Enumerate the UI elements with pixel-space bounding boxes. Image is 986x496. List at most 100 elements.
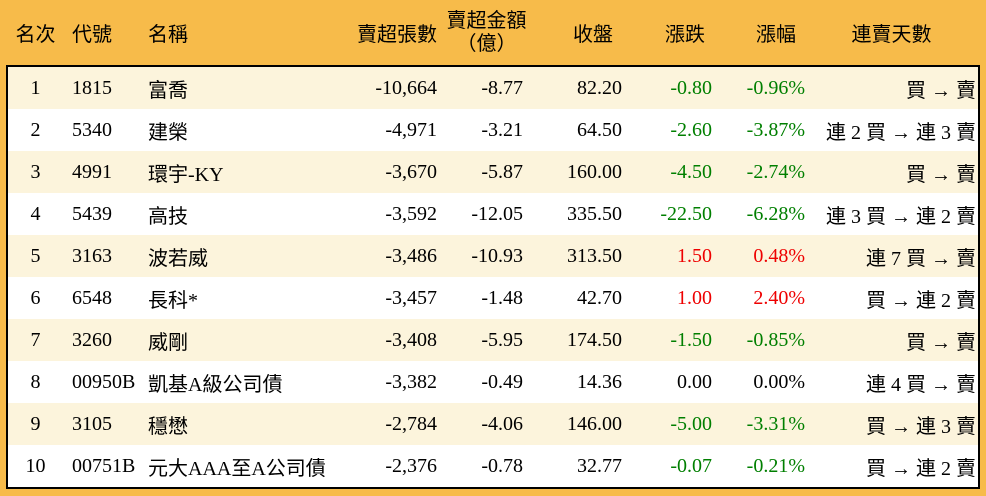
cell-change: -1.50	[670, 328, 712, 351]
cell-volume: -3,486	[385, 244, 437, 267]
cell-rank: 9	[30, 412, 41, 435]
cell-change: 1.50	[677, 244, 712, 267]
cell-rank: 6	[30, 286, 41, 309]
cell-amount: -3.21	[481, 118, 523, 141]
cell-code: 4991	[72, 160, 112, 183]
cell-change: -0.07	[670, 454, 712, 477]
cell-streak: 連 3 買 → 連 2 賣	[826, 205, 976, 228]
cell-rank: 1	[30, 76, 41, 99]
cell-code: 6548	[72, 286, 112, 309]
cell-volume: -3,592	[385, 202, 437, 225]
cell-code: 00751B	[72, 454, 136, 477]
cell-close: 160.00	[567, 160, 622, 183]
cell-code: 3260	[72, 328, 112, 351]
column-header-change_pct: 漲幅	[756, 24, 796, 46]
cell-rank: 10	[25, 454, 46, 477]
cell-volume: -3,382	[385, 370, 437, 393]
cell-amount: -5.95	[481, 328, 523, 351]
cell-close: 174.50	[567, 328, 622, 351]
cell-change: -2.60	[670, 118, 712, 141]
cell-streak: 連 7 買 → 賣	[866, 247, 976, 270]
cell-code: 1815	[72, 76, 112, 99]
column-header-close: 收盤	[573, 24, 613, 46]
cell-change-pct: 0.00%	[753, 370, 805, 393]
cell-name: 波若威	[148, 247, 208, 270]
cell-name: 凱基A級公司債	[148, 373, 283, 396]
cell-amount: -1.48	[481, 286, 523, 309]
cell-change-pct: -0.85%	[746, 328, 805, 351]
cell-volume: -3,670	[385, 160, 437, 183]
column-header-code: 代號	[72, 24, 112, 46]
table-row: 3 4991 環宇-KY -3,670 -5.87 160.00 -4.50 -2.74% 買 …	[8, 151, 978, 193]
table-row: 8 00950B 凱基A級公司債 -3,382 -0.49 14.36 0.00 0.00% 連…	[8, 361, 978, 403]
cell-streak: 買 → 賣	[906, 163, 976, 186]
table-row: 4 5439 高技 -3,592 -12.05 335.50 -22.50 -6.28% 連 3…	[8, 193, 978, 235]
table-row: 6 6548 長科* -3,457 -1.48 42.70 1.00 2.40% 買 → 連 2…	[8, 277, 978, 319]
cell-name: 富喬	[148, 79, 188, 102]
cell-rank: 2	[30, 118, 41, 141]
cell-change: 1.00	[677, 286, 712, 309]
table-body: 1 1815 富喬 -10,664 -8.77 82.20 -0.80 -0.96% 買 → 賣…	[6, 65, 980, 489]
cell-amount: -0.49	[481, 370, 523, 393]
cell-change-pct: 0.48%	[753, 244, 805, 267]
cell-volume: -4,971	[385, 118, 437, 141]
cell-name: 威剛	[148, 331, 188, 354]
cell-streak: 連 2 買 → 連 3 賣	[826, 121, 976, 144]
table-row: 10 00751B 元大AAA至A公司債 -2,376 -0.78 32.77 -0.07 -…	[8, 445, 978, 487]
cell-change-pct: -0.96%	[746, 76, 805, 99]
cell-rank: 5	[30, 244, 41, 267]
cell-rank: 3	[30, 160, 41, 183]
cell-change-pct: -3.31%	[746, 412, 805, 435]
column-header-name: 名稱	[148, 24, 188, 46]
cell-code: 3163	[72, 244, 112, 267]
cell-change: -22.50	[660, 202, 712, 225]
cell-code: 5340	[72, 118, 112, 141]
cell-close: 82.20	[577, 76, 622, 99]
cell-close: 42.70	[577, 286, 622, 309]
column-header-streak: 連賣天數	[851, 24, 932, 46]
cell-code: 3105	[72, 412, 112, 435]
cell-amount: -10.93	[471, 244, 523, 267]
cell-streak: 買 → 賣	[906, 79, 976, 102]
cell-volume: -3,457	[385, 286, 437, 309]
cell-change-pct: -3.87%	[746, 118, 805, 141]
table-header-row: 名次 代號 名稱 賣超張數 賣超金額 （億） 收盤 漲跌 漲幅 連賣天數	[8, 0, 978, 65]
column-header-change: 漲跌	[665, 24, 705, 46]
cell-volume: -2,376	[385, 454, 437, 477]
cell-change: -5.00	[670, 412, 712, 435]
cell-streak: 買 → 連 2 賣	[866, 457, 976, 480]
cell-streak: 買 → 賣	[906, 331, 976, 354]
cell-close: 32.77	[577, 454, 622, 477]
cell-amount: -0.78	[481, 454, 523, 477]
cell-streak: 連 4 買 → 賣	[866, 373, 976, 396]
table-row: 9 3105 穩懋 -2,784 -4.06 146.00 -5.00 -3.31% 買 → 連…	[8, 403, 978, 445]
cell-amount: -12.05	[471, 202, 523, 225]
cell-name: 高技	[148, 205, 188, 228]
column-header-rank: 名次	[15, 24, 56, 46]
cell-amount: -4.06	[481, 412, 523, 435]
table-row: 7 3260 威剛 -3,408 -5.95 174.50 -1.50 -0.85% 買 → 賣	[8, 319, 978, 361]
cell-change: -0.80	[670, 76, 712, 99]
cell-close: 64.50	[577, 118, 622, 141]
cell-streak: 買 → 連 2 賣	[866, 289, 976, 312]
cell-close: 146.00	[567, 412, 622, 435]
cell-amount: -5.87	[481, 160, 523, 183]
cell-change-pct: -2.74%	[746, 160, 805, 183]
column-header-volume: 賣超張數	[357, 24, 437, 46]
cell-close: 313.50	[567, 244, 622, 267]
table-row: 2 5340 建榮 -4,971 -3.21 64.50 -2.60 -3.87% 連 2 買 …	[8, 109, 978, 151]
cell-change-pct: -0.21%	[746, 454, 805, 477]
cell-change-pct: 2.40%	[753, 286, 805, 309]
cell-amount: -8.77	[481, 76, 523, 99]
cell-change-pct: -6.28%	[746, 202, 805, 225]
cell-change: -4.50	[670, 160, 712, 183]
cell-change: 0.00	[677, 370, 712, 393]
cell-volume: -2,784	[385, 412, 437, 435]
column-header-amount: 賣超金額 （億）	[446, 9, 527, 55]
cell-rank: 4	[30, 202, 41, 225]
cell-volume: -10,664	[375, 76, 437, 99]
cell-rank: 8	[30, 370, 41, 393]
cell-close: 14.36	[577, 370, 622, 393]
cell-name: 長科*	[148, 289, 198, 312]
